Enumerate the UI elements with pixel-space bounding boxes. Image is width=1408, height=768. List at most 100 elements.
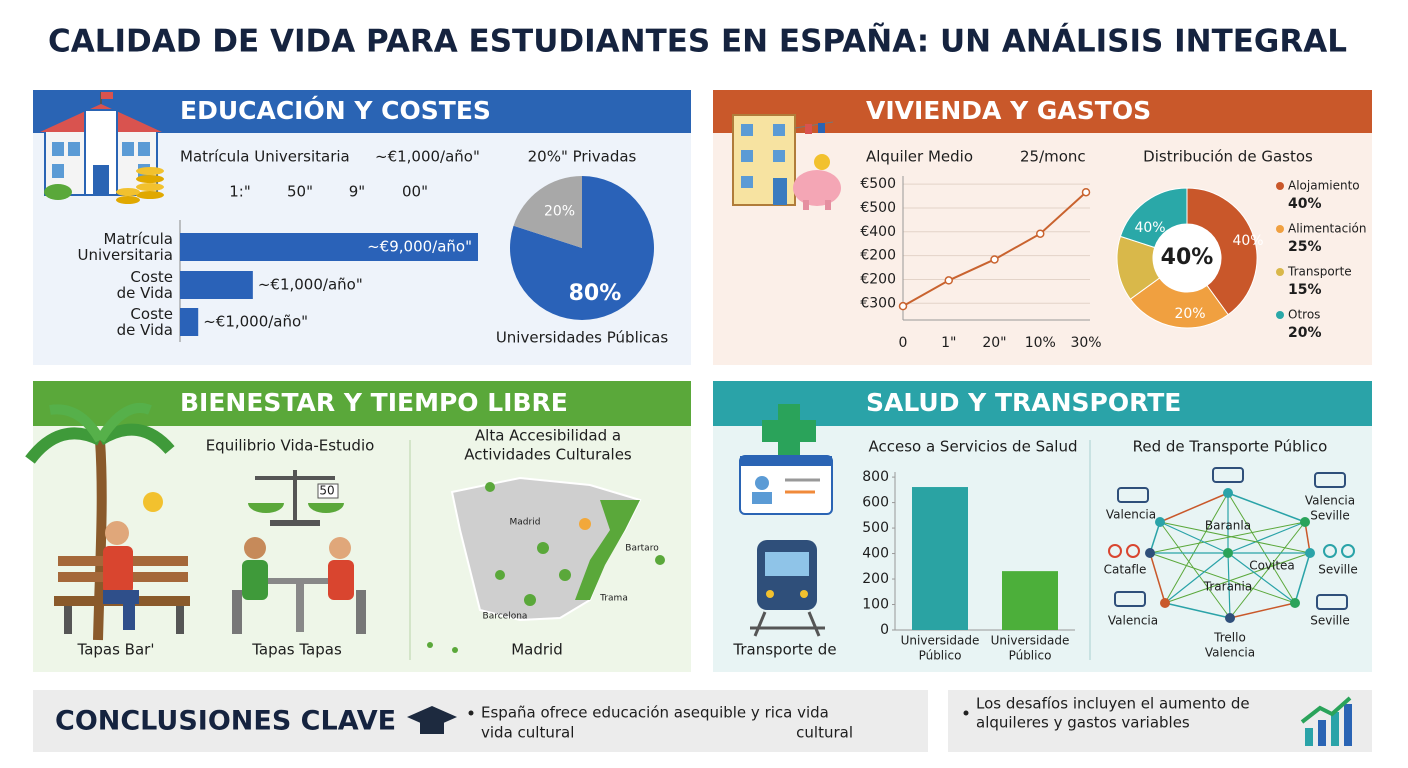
network-edge <box>1164 492 1229 604</box>
legend-label: Alojamiento <box>1288 179 1360 193</box>
network-edge <box>1227 552 1296 604</box>
map-label: Trama <box>599 594 628 604</box>
section-heading: VIVIENDA Y GASTOS <box>866 96 1151 125</box>
legend-value: 20% <box>1288 325 1322 341</box>
panel <box>713 90 1372 365</box>
category-label: Coste de Vida <box>117 268 173 302</box>
network-node <box>1300 517 1310 527</box>
y-tick-label: 100 <box>862 597 889 613</box>
subsection-title: Equilibrio Vida-Estudio <box>206 437 375 455</box>
legend-value: 40% <box>1288 196 1322 212</box>
tapas-illustration <box>232 470 366 634</box>
y-tick-label: 600 <box>862 495 889 511</box>
y-tick-label: 400 <box>862 546 889 562</box>
housing-icon <box>732 114 841 210</box>
scale-label: 50 <box>319 484 334 498</box>
network-node <box>1223 488 1233 498</box>
conclusion-box <box>33 690 928 752</box>
network-edge <box>1229 521 1306 619</box>
x-tick-label: 10% <box>1025 335 1056 351</box>
page-title: CALIDAD DE VIDA PARA ESTUDIANTES EN ESPA… <box>48 23 1347 60</box>
network-edge <box>1294 552 1311 604</box>
network-node <box>1305 548 1315 558</box>
legend-swatch <box>1276 311 1284 319</box>
bike-icon <box>1126 544 1140 558</box>
network-label: Covitea <box>1249 559 1295 573</box>
legend-swatch <box>1276 182 1284 190</box>
network-label: Valencia <box>1106 508 1156 522</box>
y-tick-label: 200 <box>862 571 889 587</box>
network-edge <box>1149 552 1296 604</box>
spain-map <box>427 476 665 653</box>
donut-hole <box>1153 224 1221 292</box>
y-tick-label: 800 <box>862 469 889 485</box>
caption: Tapas Bar' <box>77 641 155 659</box>
vehicle-icon <box>1117 487 1149 503</box>
palm-bench-illustration <box>25 403 190 641</box>
network-label: Baranla <box>1205 519 1251 533</box>
chart-subtitle: 25/monc <box>1020 148 1086 166</box>
bike-icon <box>1323 544 1337 558</box>
network-label: Valencia Seville <box>1305 493 1355 522</box>
bar <box>180 308 199 336</box>
x-tick-label: Universidade Público <box>991 633 1070 662</box>
legend-value: 25% <box>1288 239 1322 255</box>
category-label: Matrícula Universitaria <box>77 230 173 264</box>
legend-label: Transporte <box>1287 265 1352 279</box>
network-edge <box>1159 521 1231 619</box>
chart-caption: Universidades Públicas <box>496 329 669 347</box>
network-node <box>1160 598 1170 608</box>
y-tick-label: 0 <box>880 622 889 638</box>
bike-icon <box>1108 544 1122 558</box>
y-tick-label: €500 <box>860 176 896 192</box>
network-label: Valencia <box>1108 614 1158 628</box>
x-tick-label: 20" <box>982 335 1006 351</box>
section-heading: SALUD Y TRANSPORTE <box>866 388 1181 417</box>
network-edge <box>1149 552 1166 604</box>
bike-icon <box>1341 544 1355 558</box>
bar-annotation: ~€1,000/año" <box>203 313 308 331</box>
slice-label: 80% <box>569 281 622 306</box>
axis-label: 00" <box>402 183 428 201</box>
line-point <box>990 255 999 264</box>
y-tick-label: €400 <box>860 224 896 240</box>
x-tick-label: 30% <box>1070 335 1101 351</box>
network-edge <box>1159 492 1229 523</box>
chart-title: Acceso a Servicios de Salud <box>868 438 1077 456</box>
bar <box>180 233 478 261</box>
chart-title: Matrícula Universitaria <box>180 148 350 166</box>
network-label: Catafle <box>1104 563 1147 577</box>
y-tick-label: €200 <box>860 248 896 264</box>
map-label: Bartaro <box>625 544 659 554</box>
slice-label: 20% <box>544 204 575 220</box>
slice-label: 40% <box>1134 220 1165 236</box>
x-tick-label: 1" <box>941 335 956 351</box>
conclusion-text: Los desafíos incluyen el aumento de alqui… <box>976 694 1250 731</box>
axis-label: 9" <box>349 183 365 201</box>
slice-label: 20% <box>1174 306 1205 322</box>
network-edge <box>1149 521 1161 554</box>
map-label: Madrid <box>511 641 563 659</box>
bar <box>1002 571 1058 630</box>
train-icon <box>750 540 825 637</box>
caption: Tapas Tapas <box>251 641 342 659</box>
line-point <box>1036 229 1045 238</box>
network-node <box>1145 548 1155 558</box>
university-icon <box>40 92 164 204</box>
center-label: 40% <box>1161 245 1214 270</box>
panel-header <box>713 381 1372 426</box>
section-heading: BIENESTAR Y TIEMPO LIBRE <box>180 388 568 417</box>
network-edge <box>1159 521 1229 554</box>
y-tick-label: €300 <box>860 295 896 311</box>
bar <box>180 271 253 299</box>
network-node <box>1155 517 1165 527</box>
network-node <box>1225 613 1235 623</box>
network-edge <box>1164 552 1311 604</box>
bar-annotation: ~€9,000/año" <box>367 238 472 256</box>
network-edge <box>1227 552 1231 619</box>
section-heading: EDUCACIÓN Y COSTES <box>180 95 491 125</box>
network-node <box>1290 598 1300 608</box>
legend-value: 15% <box>1288 282 1322 298</box>
network-edge <box>1149 521 1306 554</box>
conclusions-heading: CONCLUSIONES CLAVE <box>55 706 396 737</box>
